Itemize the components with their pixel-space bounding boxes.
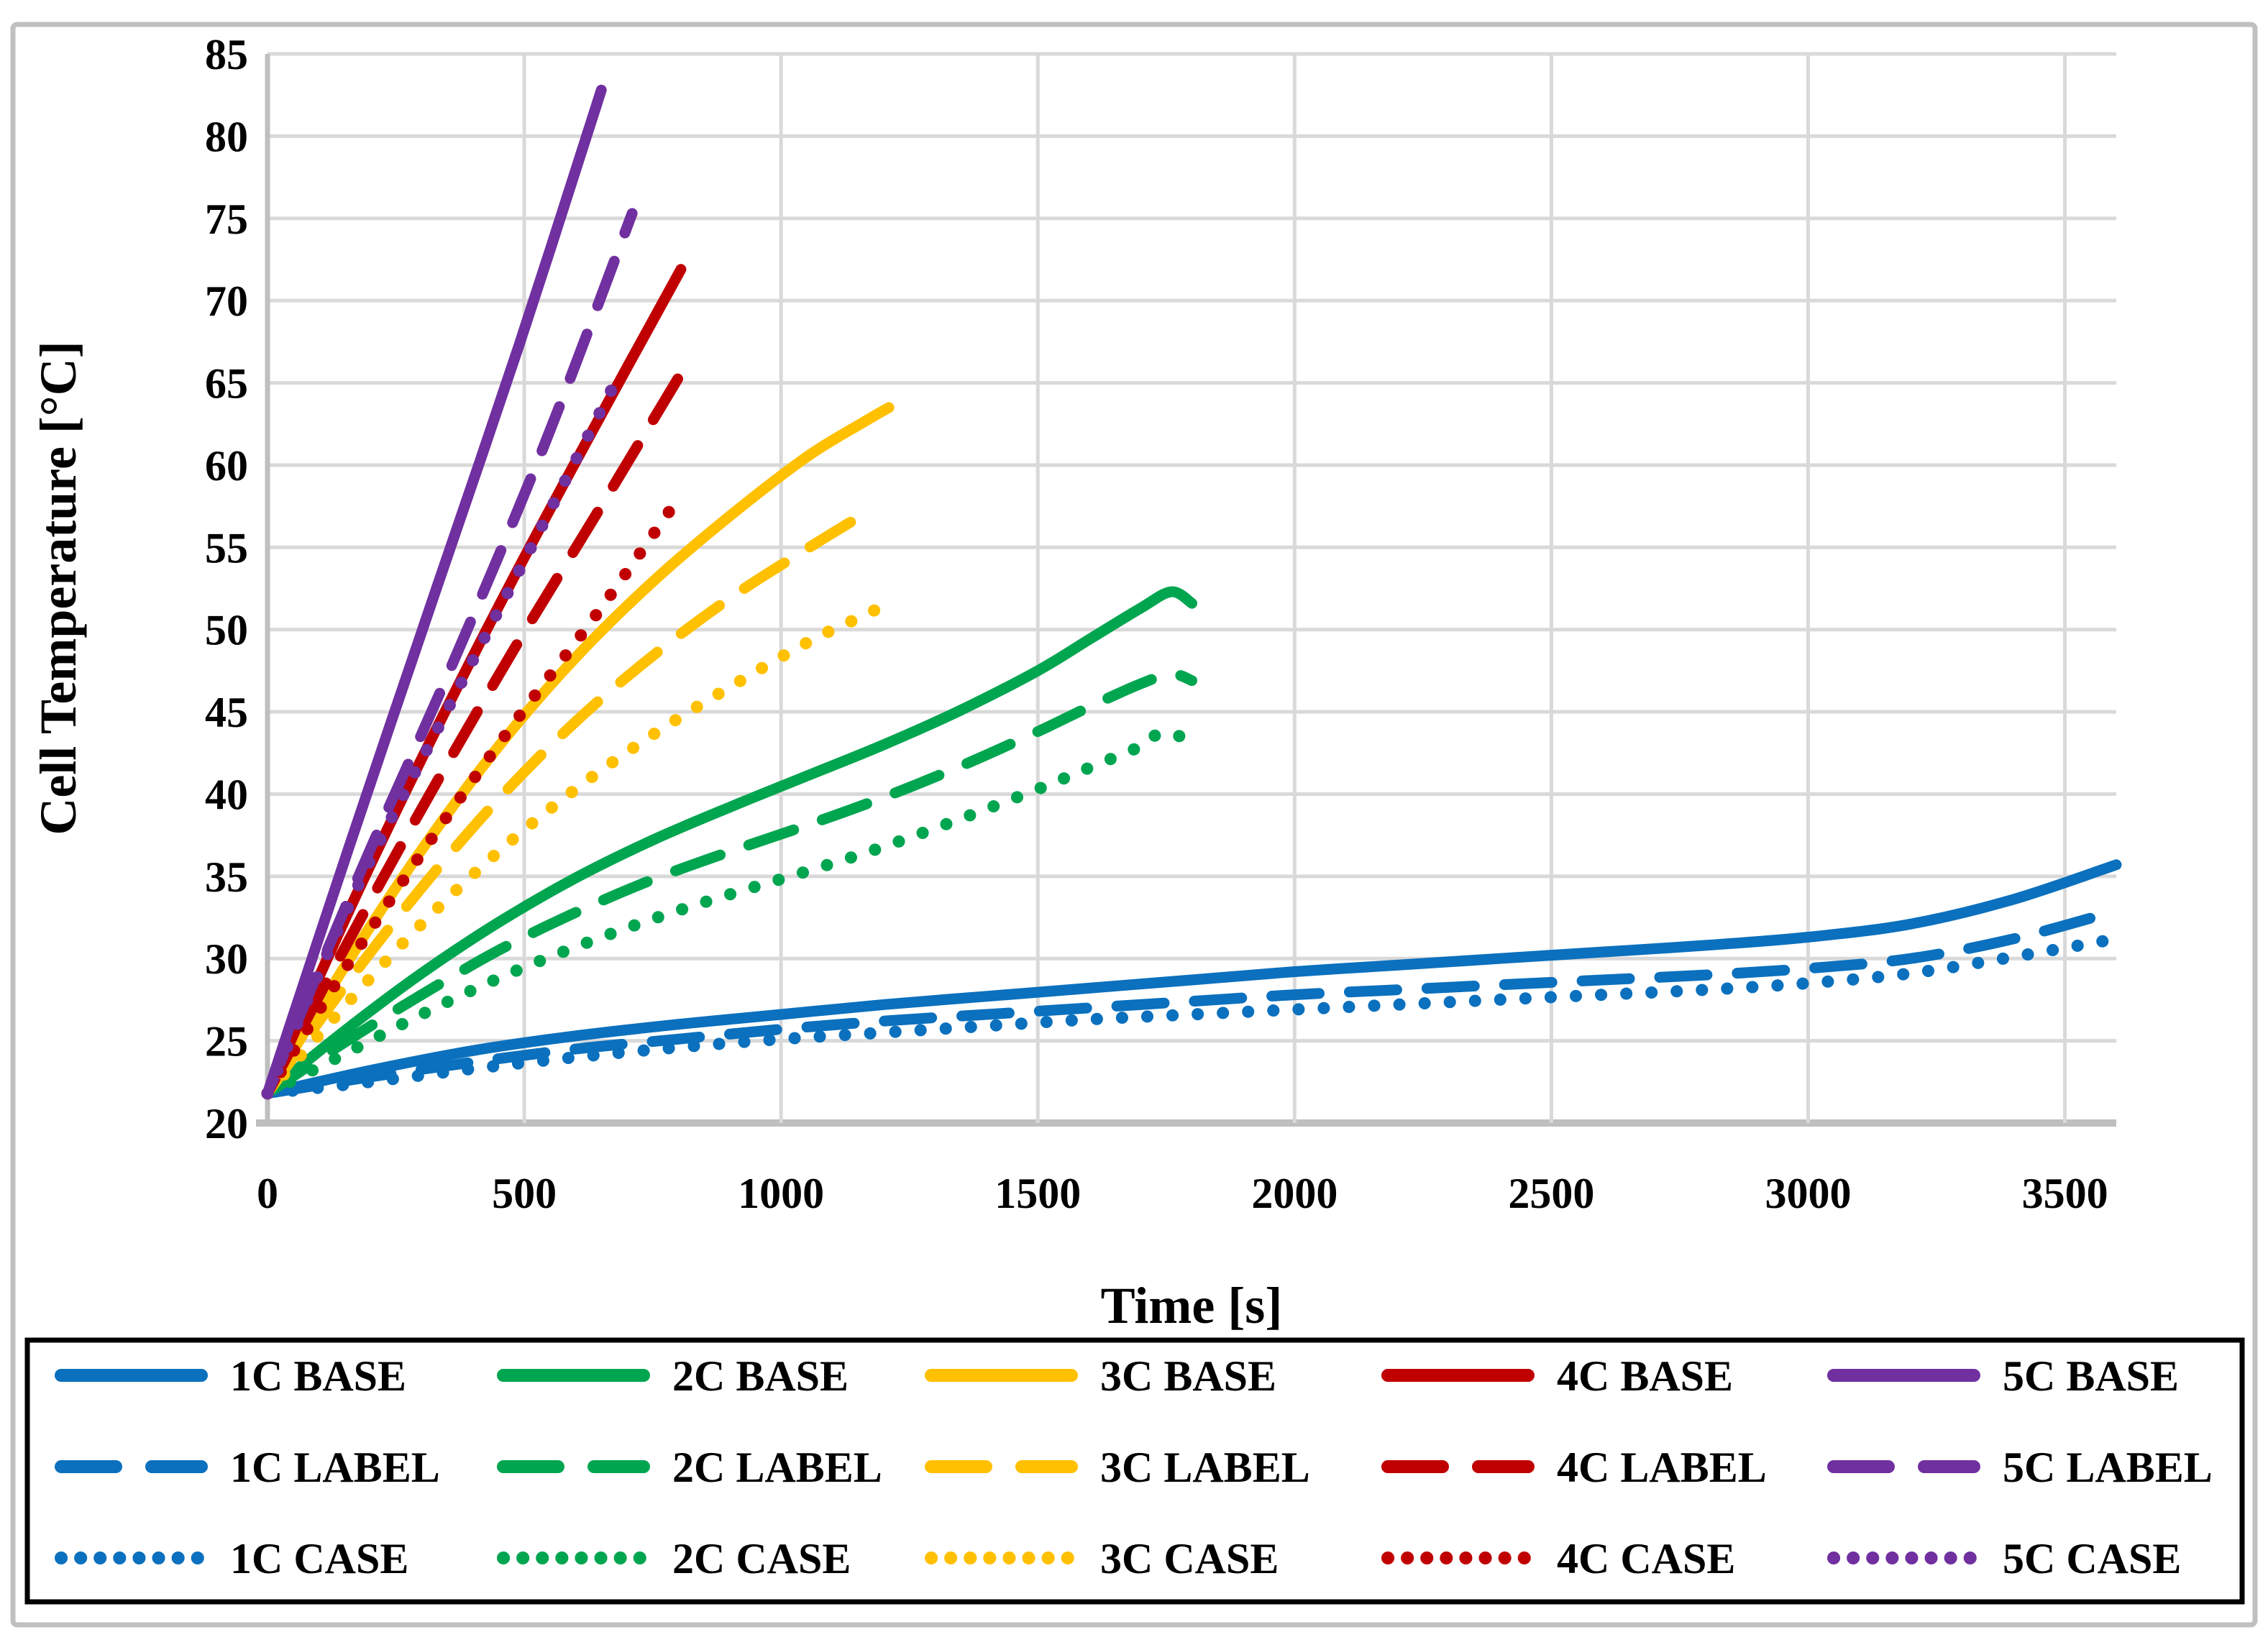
legend-item-2c-label: 2C LABEL	[497, 1444, 882, 1491]
y-tick-45: 45	[205, 689, 248, 736]
series-1c-case	[261, 932, 2123, 1100]
legend-label: 3C CASE	[1100, 1535, 1279, 1582]
legend-label: 4C BASE	[1557, 1352, 1733, 1400]
series-1c-label	[262, 905, 2122, 1099]
legend-item-4c-base: 4C BASE	[1381, 1352, 1733, 1400]
legend-label: 3C LABEL	[1100, 1444, 1310, 1491]
x-tick-2500: 2500	[1508, 1170, 1594, 1217]
legend-label: 5C CASE	[2003, 1535, 2181, 1582]
legend-label: 2C LABEL	[672, 1444, 882, 1491]
legend-item-1c-label: 1C LABEL	[55, 1444, 440, 1491]
y-tick-85: 85	[205, 31, 248, 78]
y-tick-30: 30	[205, 935, 248, 983]
y-tick-50: 50	[205, 607, 248, 654]
x-tick-3500: 3500	[2022, 1170, 2108, 1217]
legend-label: 5C LABEL	[2003, 1444, 2213, 1491]
series-4c-case	[261, 503, 677, 1100]
y-tick-60: 60	[205, 442, 248, 490]
legend-label: 1C BASE	[230, 1352, 406, 1400]
legend-label: 4C LABEL	[1557, 1444, 1767, 1491]
legend-item-3c-case: 3C CASE	[925, 1535, 1279, 1582]
y-tick-35: 35	[205, 853, 248, 901]
legend-item-5c-base: 5C BASE	[1827, 1352, 2179, 1400]
y-tick-80: 80	[205, 113, 248, 160]
legend-item-1c-base: 1C BASE	[55, 1352, 406, 1400]
legend-item-5c-case: 5C CASE	[1827, 1535, 2181, 1582]
legend-item-2c-base: 2C BASE	[497, 1352, 849, 1400]
series-4c-label	[262, 372, 684, 1099]
legend-label: 4C CASE	[1557, 1535, 1735, 1582]
tick-labels: 20 25 30 35 40 45 50 55 60 65 70 75 80 85 0 500 1000 1500…	[205, 31, 2108, 1217]
legend-item-3c-label: 3C LABEL	[925, 1444, 1310, 1491]
legend: 1C BASE 2C BASE 3C BASE 4C BASE 5C BASE 1C LA…	[24, 1337, 2245, 1605]
series-2c-case	[261, 727, 1198, 1100]
y-tick-40: 40	[205, 771, 248, 818]
series-3c-label	[262, 509, 869, 1099]
legend-item-2c-case: 2C CASE	[497, 1535, 851, 1582]
series-3c-base	[262, 402, 895, 1099]
legend-label: 2C BASE	[672, 1352, 849, 1400]
legend-label: 1C LABEL	[230, 1444, 440, 1491]
y-tick-75: 75	[205, 196, 248, 243]
gridlines	[256, 52, 2116, 1127]
x-tick-0: 0	[257, 1170, 278, 1217]
legend-label: 1C CASE	[230, 1535, 408, 1582]
series-2c-base	[262, 586, 1197, 1099]
series-1c-base	[262, 859, 2122, 1099]
y-tick-55: 55	[205, 524, 248, 572]
legend-label: 5C BASE	[2003, 1352, 2179, 1400]
legend-label: 2C CASE	[672, 1535, 851, 1582]
x-tick-1500: 1500	[994, 1170, 1081, 1217]
x-tick-500: 500	[492, 1170, 557, 1217]
legend-item-3c-base: 3C BASE	[925, 1352, 1276, 1400]
legend-item-4c-label: 4C LABEL	[1381, 1444, 1767, 1491]
y-tick-65: 65	[205, 360, 248, 408]
x-tick-2000: 2000	[1251, 1170, 1338, 1217]
series-2c-label	[262, 668, 1197, 1099]
x-axis-title: Time [s]	[1101, 1277, 1283, 1334]
legend-label: 3C BASE	[1100, 1352, 1276, 1400]
y-tick-20: 20	[205, 1100, 248, 1147]
series-3c-case	[261, 594, 903, 1100]
y-tick-70: 70	[205, 278, 248, 325]
legend-item-4c-case: 4C CASE	[1381, 1535, 1735, 1582]
series-curves	[261, 84, 2123, 1100]
legend-item-5c-label: 5C LABEL	[1827, 1444, 2213, 1491]
figure-border	[10, 22, 2258, 1628]
x-tick-3000: 3000	[1765, 1170, 1852, 1217]
y-axis-title: Cell Temperature [°C]	[29, 341, 87, 835]
x-tick-1000: 1000	[738, 1170, 824, 1217]
series-5c-base	[262, 84, 607, 1099]
y-tick-25: 25	[205, 1018, 248, 1065]
legend-item-1c-case: 1C CASE	[55, 1535, 408, 1582]
